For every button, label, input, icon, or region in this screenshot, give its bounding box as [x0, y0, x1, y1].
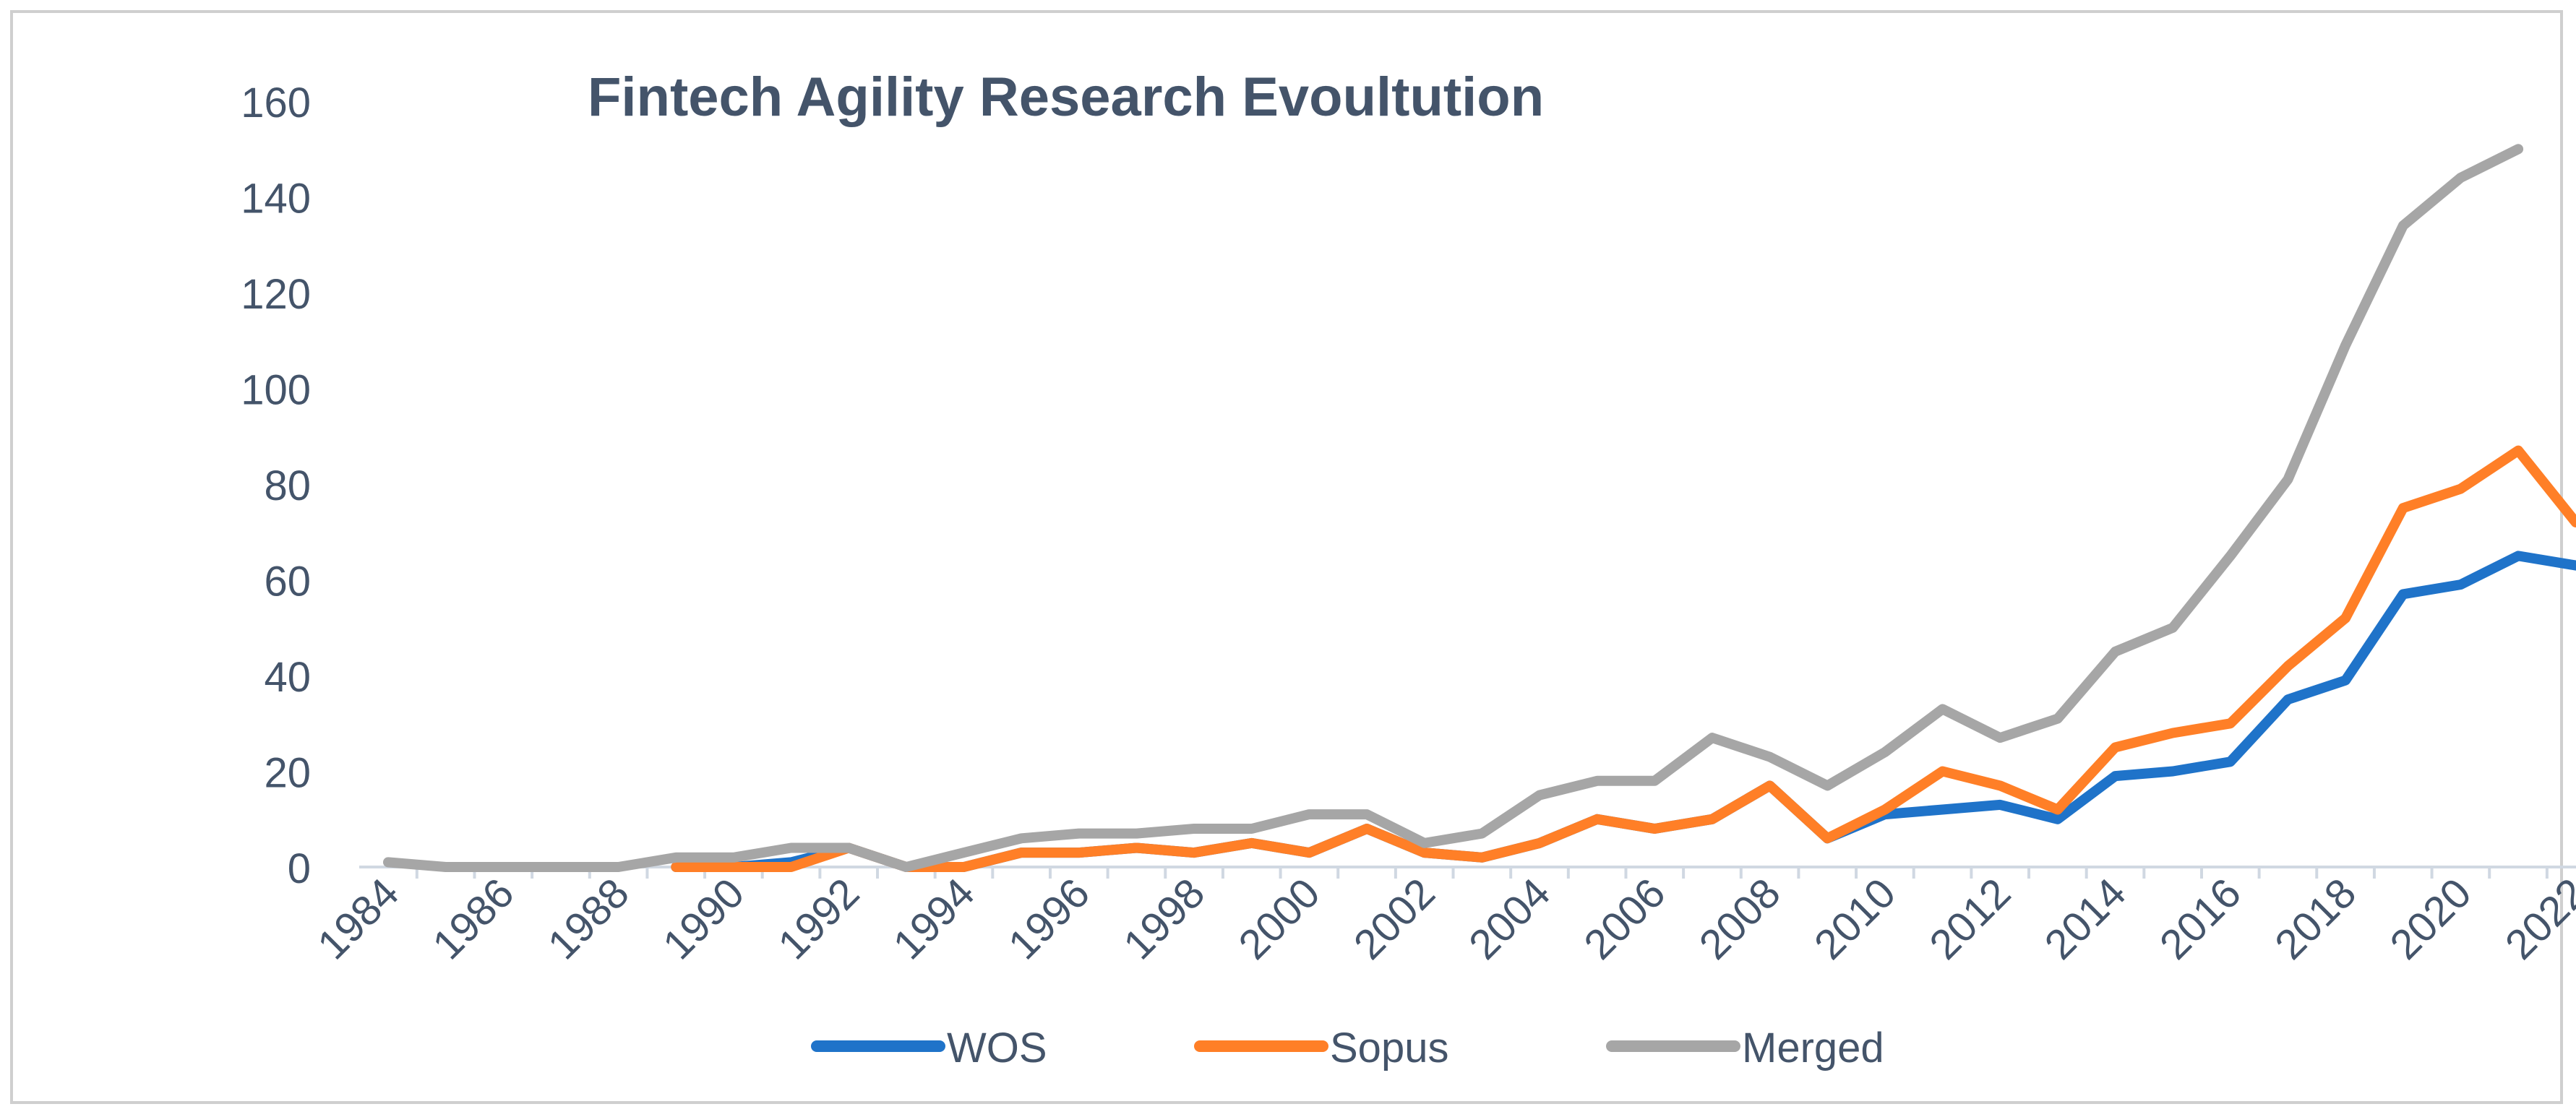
- y-tick-label: 140: [241, 176, 311, 223]
- x-axis-ticks: 1984 1986 1988 1990 1992 1994 1996 1998 2000 2002…: [309, 867, 2576, 968]
- x-tick-label: 2004: [1460, 869, 1559, 968]
- y-tick-label: 100: [241, 367, 311, 414]
- x-tick-label: 2022: [2496, 869, 2576, 968]
- y-tick-label: 60: [264, 558, 311, 605]
- series-line-sopus: [671, 445, 2576, 872]
- x-tick-label: 2000: [1229, 869, 1328, 968]
- x-tick-label: 1992: [769, 869, 868, 968]
- legend-label-merged: Merged: [1742, 1025, 1884, 1071]
- x-tick-label: 2006: [1575, 869, 1674, 968]
- x-tick-label: 2012: [1920, 869, 2019, 968]
- x-tick-label: 2008: [1691, 869, 1790, 968]
- y-tick-label: 20: [264, 750, 311, 797]
- legend-label-sopus: Sopus: [1330, 1025, 1448, 1071]
- x-tick-label: 1994: [884, 869, 983, 968]
- x-tick-label: 2002: [1345, 869, 1444, 968]
- series-lines: [383, 144, 2576, 872]
- y-tick-label: 80: [264, 462, 311, 509]
- x-tick-label: 1990: [654, 869, 753, 968]
- x-tick-label: 2010: [1806, 869, 1905, 968]
- x-tick-label: 1988: [539, 869, 638, 968]
- x-tick-label: 2018: [2266, 869, 2365, 968]
- x-tick-label: 1986: [424, 869, 523, 968]
- y-tick-label: 0: [288, 845, 311, 892]
- legend: WOS Sopus Merged: [811, 1025, 1884, 1071]
- legend-label-wos: WOS: [947, 1025, 1047, 1071]
- x-tick-label: 2014: [2035, 869, 2134, 968]
- x-tick-label: 2020: [2381, 869, 2480, 968]
- y-tick-label: 160: [241, 79, 311, 126]
- chart-title: Fintech Agility Research Evoultution: [588, 66, 1544, 128]
- x-tick-label: 1996: [1000, 869, 1099, 968]
- y-tick-label: 120: [241, 271, 311, 318]
- x-tick-label: 2016: [2151, 869, 2250, 968]
- x-tick-label: 1998: [1115, 869, 1214, 968]
- x-tick-label: 1984: [309, 869, 408, 968]
- chart-frame: [10, 10, 2563, 1104]
- series-line-merged: [383, 144, 2524, 872]
- y-axis-ticks: 0 20 40 60 80 100 120 140 160: [241, 79, 311, 892]
- y-tick-label: 40: [264, 654, 311, 701]
